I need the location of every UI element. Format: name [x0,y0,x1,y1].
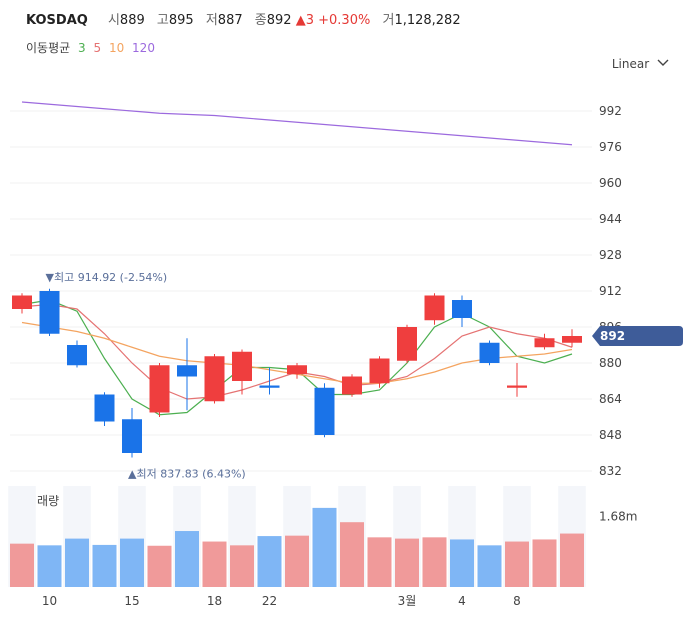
candle [39,291,60,334]
volume-bar [10,543,34,587]
y-tick-label: 880 [599,356,622,370]
scale-selector[interactable]: Linear [611,57,669,71]
high-value: 895 [168,13,194,28]
candle [259,385,280,388]
change-value: 3 [305,13,314,28]
y-tick-label: 992 [599,104,622,118]
candle [507,385,527,388]
candle [479,342,500,363]
open-value: 889 [119,13,145,28]
y-tick-label: 864 [599,392,622,406]
volume-bar [65,538,89,587]
ma-3-label: 3 [78,41,86,55]
candle [67,345,87,366]
volume-bar [312,507,337,587]
volume-bar [92,544,117,587]
low-label: 저 [205,13,218,28]
volume-bar [450,539,474,587]
candle [342,376,362,395]
volume-bar [120,538,144,587]
change-up-icon: ▲ [295,13,306,28]
ma-10-label: 10 [108,41,125,55]
volume-tick-label: 1.68m [599,509,637,523]
volume-bar [395,538,419,587]
candle [232,351,252,381]
volume-bar [175,531,199,587]
candle [287,365,307,375]
candle [452,300,472,318]
volume-bar [230,545,254,587]
candle [204,356,225,402]
volume-bar [202,541,227,587]
volume-label: 거 [382,13,395,28]
volume-bar [477,545,502,587]
volume-bar [340,522,364,587]
candle [177,365,197,377]
ma-5-label: 5 [93,41,102,55]
candle [94,394,115,422]
candle [369,358,390,384]
y-tick-label: 912 [599,284,622,298]
candle [397,327,417,361]
candle [534,338,555,348]
volume-bar [285,535,309,587]
volume-bar [422,537,447,587]
y-tick-label: 832 [599,464,622,478]
volume-value: 1,128,282 [394,13,461,28]
ma-120-label: 120 [132,41,155,55]
x-tick-label: 10 [42,594,57,608]
ma-line-120 [21,101,573,146]
high-annotation: ▼최고 914.92 (-2.54%) [46,271,168,284]
x-tick-label: 8 [513,594,521,608]
scale-label: Linear [611,57,650,71]
candle [122,419,142,453]
x-tick-label: 3월 [398,594,417,608]
x-tick-label: 15 [124,594,139,608]
y-tick-label: 944 [599,212,622,226]
change-percent: +0.30% [318,13,371,28]
y-tick-label: 976 [599,140,622,154]
high-label: 고 [156,13,169,28]
moving-average-legend[interactable]: 이동평균 3 5 10 120 [26,39,155,56]
price-header: KOSDAQ 시889 고895 저887 종892 ▲3 +0.30% 거1,… [26,9,461,28]
current-price-tag [592,326,683,346]
volume-bar [505,541,529,587]
candle [12,295,32,309]
x-tick-label: 4 [458,594,466,608]
open-label: 시 [107,13,120,28]
low-annotation: ▲최저 837.83 (6.43%) [128,468,246,481]
low-value: 887 [217,13,243,28]
close-value: 892 [266,13,292,28]
candle [562,336,582,343]
y-tick-label: 848 [599,428,622,442]
symbol-name: KOSDAQ [26,13,88,28]
volume-bar [257,536,282,587]
close-label: 종 [254,13,267,28]
x-tick-label: 22 [262,594,277,608]
volume-bar [560,533,584,587]
current-price-label: 892 [600,329,625,343]
candle [424,295,445,321]
volume-bar [532,539,557,587]
x-tick-label: 18 [207,594,222,608]
volume-bar [367,537,392,587]
y-tick-label: 960 [599,176,622,190]
volume-bar [37,545,62,587]
volume-bar [147,545,172,587]
candle [149,365,170,413]
y-tick-label: 928 [599,248,622,262]
ma-legend-title: 이동평균 [26,41,71,55]
candle [314,387,335,435]
chevron-down-icon [657,59,669,66]
